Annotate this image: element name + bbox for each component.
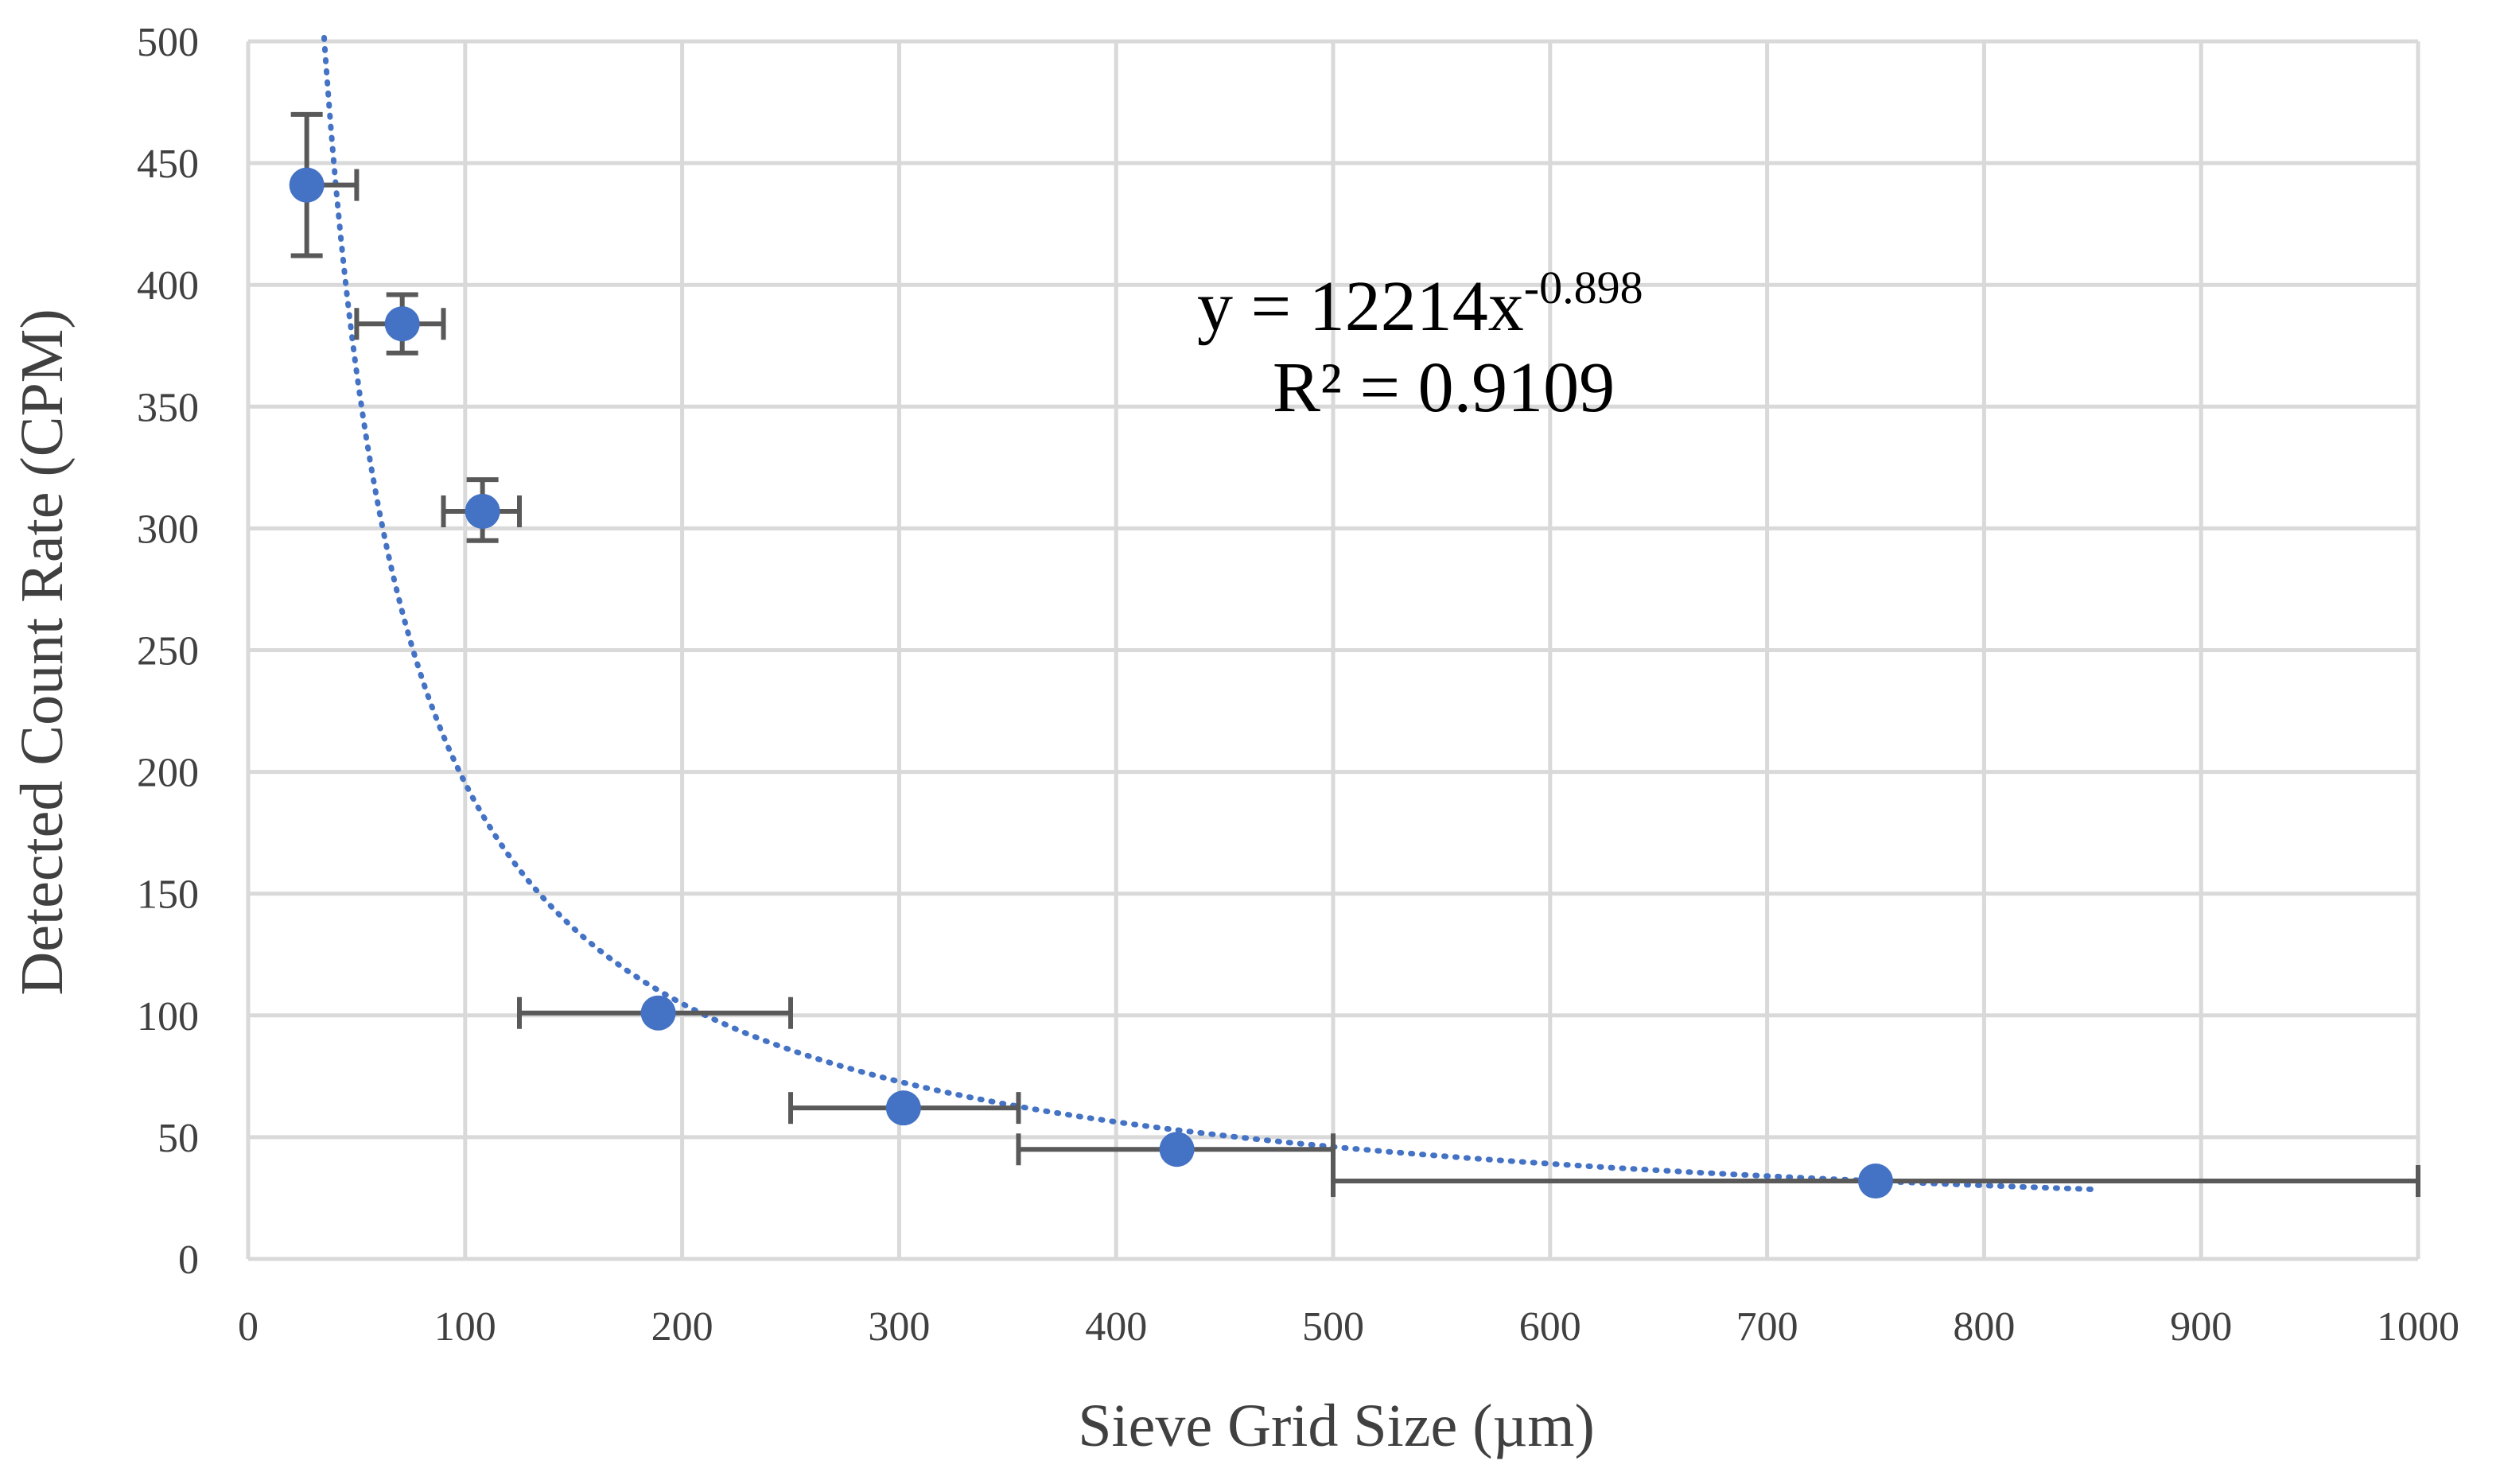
x-tick-label: 100 xyxy=(434,1304,496,1350)
x-tick-label: 400 xyxy=(1085,1304,1147,1350)
x-tick-label: 700 xyxy=(1736,1304,1798,1350)
data-point xyxy=(465,493,500,529)
x-tick-label: 1000 xyxy=(2377,1304,2459,1350)
y-axis-title: Detected Count Rate (CPM) xyxy=(9,309,76,995)
y-tick-labels: 0 50 100 150 200 250 300 350 400 450 500 xyxy=(137,20,199,1283)
x-tick-labels: 0 100 200 300 400 500 600 700 800 900 1000 xyxy=(238,1304,2459,1350)
x-tick-label: 500 xyxy=(1302,1304,1364,1350)
x-tick-label: 200 xyxy=(651,1304,713,1350)
trendline-equation: y = 12214x-0.898 xyxy=(1197,262,1643,346)
x-tick-label: 800 xyxy=(1953,1304,2015,1350)
equation-exponent: -0.898 xyxy=(1524,262,1643,313)
y-tick-label: 450 xyxy=(137,142,199,187)
x-axis-title: Sieve Grid Size (µm) xyxy=(1078,1393,1595,1459)
y-tick-label: 50 xyxy=(157,1116,199,1161)
data-point xyxy=(885,1090,921,1126)
data-point xyxy=(289,167,325,203)
y-tick-label: 400 xyxy=(137,263,199,309)
y-tick-label: 150 xyxy=(137,872,199,918)
r-squared: R² = 0.9109 xyxy=(1273,348,1615,427)
y-tick-label: 250 xyxy=(137,629,199,674)
y-tick-label: 0 xyxy=(178,1237,199,1283)
x-tick-label: 900 xyxy=(2170,1304,2232,1350)
data-point xyxy=(1858,1164,1893,1199)
x-tick-label: 0 xyxy=(238,1304,259,1350)
data-point xyxy=(1159,1132,1195,1167)
x-tick-label: 300 xyxy=(868,1304,930,1350)
x-tick-label: 600 xyxy=(1519,1304,1581,1350)
y-tick-label: 300 xyxy=(137,507,199,552)
data-point xyxy=(384,306,420,342)
data-points xyxy=(289,167,1893,1199)
y-tick-label: 200 xyxy=(137,751,199,796)
data-point xyxy=(640,995,676,1031)
grid xyxy=(246,39,2420,1261)
equation-main: y = 12214x xyxy=(1197,267,1524,346)
y-tick-label: 350 xyxy=(137,385,199,430)
y-tick-label: 500 xyxy=(137,20,199,65)
y-tick-label: 100 xyxy=(137,994,199,1039)
